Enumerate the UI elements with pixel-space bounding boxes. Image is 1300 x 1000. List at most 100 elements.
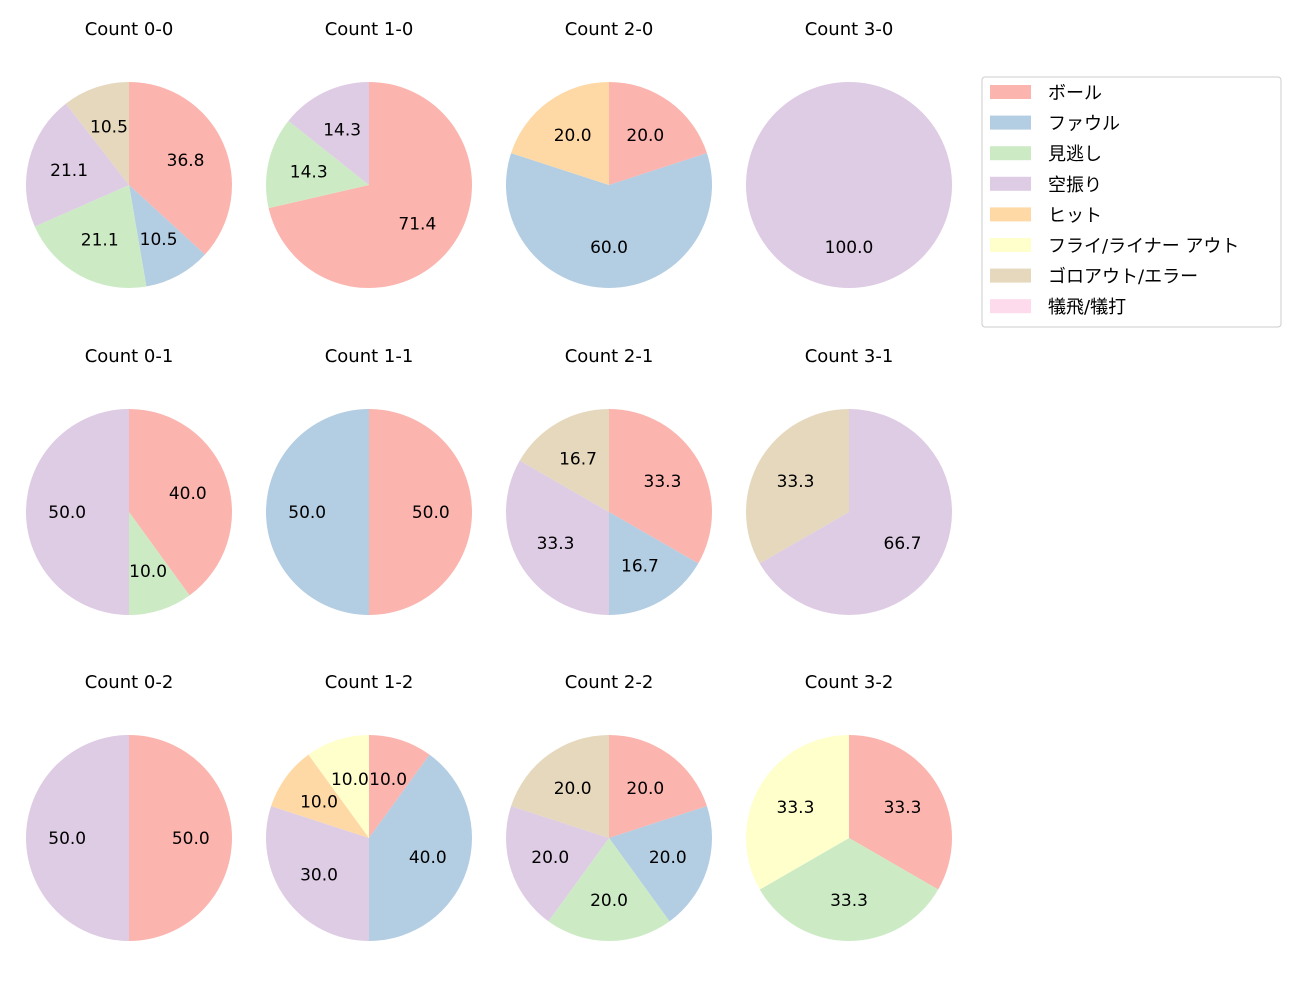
- slice-label: 10.0: [369, 770, 407, 790]
- legend-swatch: [990, 115, 1031, 130]
- pie-title: Count 0-2: [85, 672, 174, 693]
- pie-title: Count 1-1: [325, 346, 414, 367]
- slice-label: 16.7: [559, 450, 597, 470]
- slice-label: 20.0: [626, 779, 664, 799]
- pie-title: Count 3-2: [805, 672, 894, 693]
- pie-slice: [369, 735, 430, 838]
- pie-slice: [746, 82, 952, 288]
- pie-slice: [129, 82, 232, 255]
- legend-frame: [981, 76, 1282, 328]
- pie-slice: [65, 82, 129, 185]
- slice-label: 10.0: [300, 793, 338, 813]
- slice-label: 36.8: [167, 151, 205, 171]
- legend-swatch: [990, 176, 1031, 191]
- legend-swatch: [990, 238, 1031, 252]
- pie-slice: [308, 735, 369, 838]
- legend-label: ファウル: [1048, 114, 1120, 135]
- pie-slice: [369, 409, 472, 615]
- pie-slice: [25, 103, 130, 227]
- legend-label: 見逃し: [1048, 144, 1102, 165]
- slice-label: 21.1: [81, 230, 119, 250]
- slice-label: 10.5: [90, 118, 128, 138]
- legend-swatch: [990, 85, 1031, 99]
- slice-label: 14.3: [290, 162, 328, 182]
- pie-title: Count 1-0: [325, 19, 414, 40]
- slice-label: 33.3: [884, 798, 922, 818]
- legend-swatch: [990, 146, 1031, 161]
- pie-slice: [511, 735, 609, 838]
- pie-count-3-1: Count 3-1 66.7 33.3: [745, 346, 952, 615]
- slice-label: 50.0: [412, 503, 450, 523]
- slice-label: 20.0: [554, 779, 592, 799]
- pie-slice: [609, 512, 699, 615]
- slice-label: 50.0: [48, 503, 86, 523]
- pie-slice: [609, 82, 707, 185]
- pie-slice: [609, 409, 712, 564]
- pie-count-2-2: Count 2-2 20.0 20.0 20.0 20.0 20.0: [506, 672, 712, 941]
- pie-count-1-1: Count 1-1 50.0 50.0: [266, 346, 472, 615]
- slice-label: 100.0: [825, 238, 874, 258]
- legend-label: ヒット: [1048, 205, 1102, 226]
- pie-slice: [129, 185, 205, 287]
- pie-slice: [26, 409, 129, 615]
- pie-slice: [129, 409, 232, 596]
- pie-slice: [609, 735, 707, 838]
- slice-label: 33.3: [644, 472, 682, 492]
- pie-title: Count 2-0: [565, 19, 654, 40]
- slice-label: 60.0: [590, 238, 628, 258]
- pie-title: Count 0-1: [85, 346, 174, 367]
- slice-label: 16.7: [621, 556, 659, 576]
- slice-label: 14.3: [323, 120, 361, 140]
- pie-slice: [265, 120, 369, 209]
- slice-label: 20.0: [626, 126, 664, 146]
- pie-slice: [268, 82, 472, 288]
- pie-count-0-0: Count 0-0 36.8 10.5 21.1 21.1 10.5: [25, 19, 232, 288]
- pie-slice: [759, 409, 952, 615]
- pie-slice: [506, 806, 609, 922]
- slice-label: 20.0: [554, 126, 592, 146]
- slice-label: 66.7: [884, 534, 922, 554]
- slice-label: 40.0: [169, 484, 207, 504]
- slice-label: 10.0: [331, 770, 369, 790]
- slice-label: 20.0: [531, 848, 569, 868]
- pie-title: Count 1-2: [325, 672, 414, 693]
- pie-slice: [271, 754, 369, 838]
- slice-label: 33.3: [777, 472, 815, 492]
- legend-swatch: [990, 207, 1031, 222]
- slice-label: 50.0: [48, 829, 86, 849]
- pie-slice: [129, 735, 232, 941]
- pie-slice: [548, 838, 670, 941]
- pie-slice: [745, 735, 849, 890]
- pie-title: Count 2-1: [565, 346, 654, 367]
- legend-label: 犠飛/犠打: [1048, 297, 1126, 318]
- pie-slice: [745, 409, 849, 564]
- pie-slice: [609, 806, 712, 922]
- pie-slice: [369, 754, 472, 941]
- pie-slice: [519, 409, 609, 512]
- slice-label: 10.0: [129, 562, 167, 582]
- pie-slice: [759, 838, 939, 941]
- slice-label: 50.0: [288, 503, 326, 523]
- pie-count-1-2: Count 1-210.040.030.010.010.0: [266, 672, 472, 941]
- slice-label: 10.5: [140, 230, 178, 250]
- slice-label: 50.0: [172, 829, 210, 849]
- pie-count-3-2: Count 3-2 33.3 33.3 33.3: [745, 672, 952, 941]
- pie-title: Count 2-2: [565, 672, 654, 693]
- legend-swatch: [990, 268, 1031, 283]
- slice-label: 20.0: [649, 848, 687, 868]
- slice-label: 33.3: [777, 798, 815, 818]
- legend-swatch: [990, 299, 1031, 314]
- pie-slice: [26, 735, 129, 941]
- pie-slice: [266, 806, 369, 941]
- pie-slice: [129, 512, 190, 615]
- pie-slice: [849, 735, 952, 890]
- legend-label: フライ/ライナー アウト: [1048, 236, 1239, 257]
- legend-label: 空振り: [1048, 175, 1102, 196]
- pie-slice: [34, 185, 147, 288]
- slice-label: 40.0: [409, 848, 447, 868]
- pie-title: Count 3-1: [805, 346, 894, 367]
- pie-slice: [506, 153, 712, 289]
- slice-label: 33.3: [830, 891, 868, 911]
